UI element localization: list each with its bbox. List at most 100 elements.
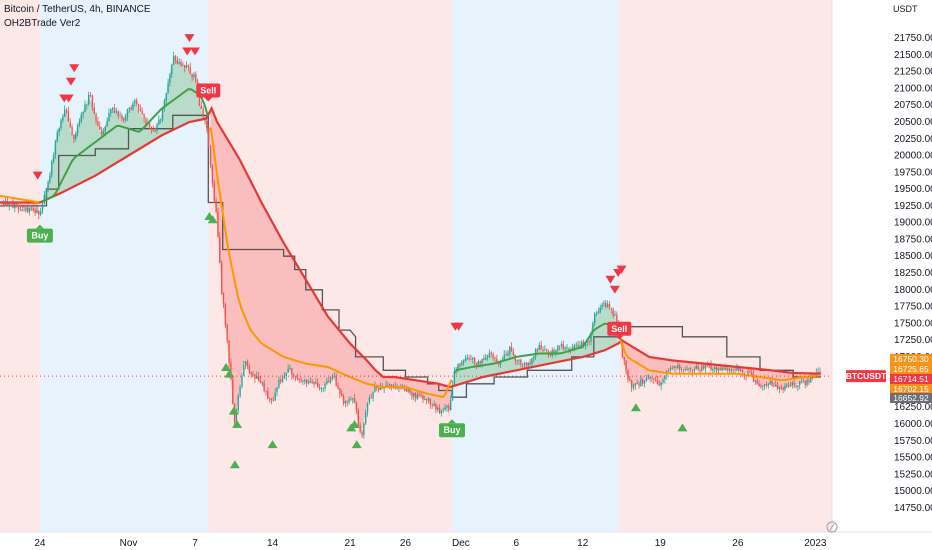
candle-body — [263, 382, 265, 391]
candle-body — [795, 386, 797, 387]
candle-body — [632, 385, 635, 388]
candle-body — [73, 134, 75, 140]
candle-body — [298, 379, 300, 381]
signal-cloud-0 — [0, 202, 39, 213]
candle-body — [453, 371, 456, 385]
candle-body — [603, 302, 605, 305]
candle-body — [492, 353, 494, 358]
candle-body — [516, 360, 518, 362]
down-arrow-marker — [182, 47, 193, 56]
candle-body — [372, 392, 374, 399]
candle-body — [239, 386, 241, 396]
candle-body — [660, 382, 662, 386]
candle-body — [272, 400, 275, 402]
up-arrow-marker — [229, 460, 240, 469]
candle-body — [62, 116, 64, 121]
candle-body — [459, 364, 461, 366]
candle-body — [180, 61, 182, 65]
candle-body — [780, 386, 782, 388]
candle-body — [89, 94, 92, 96]
candle-body — [797, 385, 799, 387]
candle-body — [621, 342, 624, 358]
candle-body — [544, 349, 546, 351]
candle-body — [754, 381, 757, 382]
candle-body — [588, 341, 590, 343]
y-tick-label: 20500.00 — [894, 117, 932, 128]
down-arrow-marker — [189, 47, 200, 56]
candle-body — [762, 385, 764, 387]
candle-body — [693, 368, 696, 371]
candle-body — [521, 363, 524, 365]
candle-body — [235, 410, 238, 423]
candle-body — [416, 394, 419, 399]
candle-body — [213, 182, 215, 202]
candle-body — [520, 359, 522, 364]
candle-body — [58, 128, 60, 133]
candle-body — [304, 380, 306, 381]
candle-body — [366, 402, 369, 413]
candle-body — [28, 208, 31, 212]
candle-body — [390, 384, 393, 387]
candle-body — [671, 368, 673, 370]
signal-cloud-3 — [454, 304, 618, 386]
candle-body — [379, 386, 382, 391]
y-tick-label: 15750.00 — [894, 436, 932, 447]
candle-body — [407, 389, 409, 392]
candle-body — [27, 207, 29, 212]
y-tick-label: 18250.00 — [894, 268, 932, 279]
candle-body — [145, 118, 147, 125]
candle-body — [793, 382, 795, 387]
candle-body — [496, 358, 498, 363]
candle-body — [268, 398, 271, 400]
candle-body — [267, 391, 269, 399]
symbol-tag-box — [846, 370, 886, 383]
candle-body — [638, 383, 640, 386]
candle-body — [316, 382, 319, 388]
candle-body — [30, 208, 33, 210]
candle-body — [230, 362, 232, 380]
candle-body — [69, 121, 71, 128]
candle-body — [340, 394, 343, 397]
candle-body — [658, 384, 661, 386]
candle-body — [739, 369, 742, 371]
candle-body — [800, 381, 803, 383]
signal-cloud-2 — [210, 110, 452, 432]
candle-body — [448, 405, 450, 411]
candle-body — [337, 385, 339, 389]
candle-body — [281, 378, 284, 382]
candle-body — [564, 348, 566, 350]
up-arrow-marker — [351, 440, 362, 449]
candle-body — [510, 346, 513, 352]
y-tick-label: 17500.00 — [894, 318, 932, 329]
candle-body — [237, 395, 239, 411]
candle-body — [91, 95, 94, 108]
y-tick-label: 14750.00 — [894, 503, 932, 514]
candle-body — [87, 94, 90, 105]
y-tick-label: 20750.00 — [894, 100, 932, 111]
candle-body — [625, 360, 627, 371]
candle-body — [429, 398, 432, 405]
candle-body — [305, 380, 308, 384]
sell-signal-label: Sell — [200, 85, 216, 95]
candle-body — [647, 378, 649, 380]
candle-body — [148, 122, 151, 127]
candle-body — [684, 370, 686, 371]
candle-body — [32, 208, 34, 210]
candle-body — [326, 380, 328, 384]
candle-body — [627, 370, 629, 380]
candle-body — [171, 64, 173, 75]
y-tick-label: 17250.00 — [894, 335, 932, 346]
candle-body — [444, 407, 446, 410]
x-tick-label: Dec — [452, 538, 470, 549]
candle-body — [640, 379, 642, 386]
candle-body — [483, 358, 485, 360]
settings-icon[interactable] — [826, 521, 838, 533]
candle-body — [525, 362, 528, 366]
sell-signal-box — [607, 321, 632, 336]
candle-body — [630, 380, 633, 388]
candle-body — [549, 354, 552, 356]
candle-body — [219, 236, 221, 264]
candle-body — [629, 379, 631, 381]
candle-body — [732, 369, 734, 371]
